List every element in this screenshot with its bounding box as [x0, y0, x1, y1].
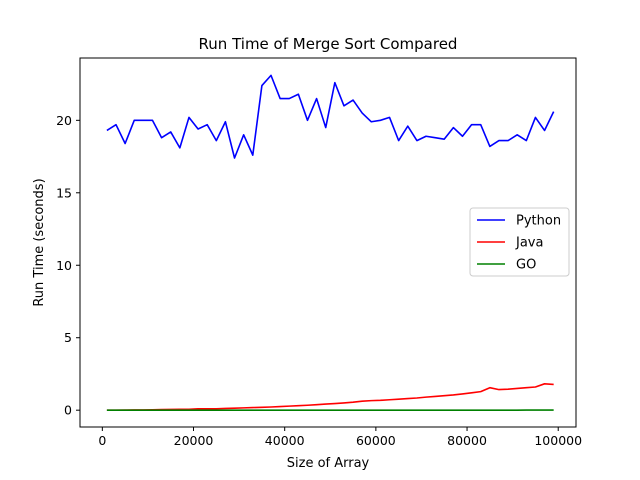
- y-tick-label: 15: [56, 185, 72, 200]
- x-tick-label: 60000: [356, 433, 396, 448]
- x-axis-label: Size of Array: [287, 456, 370, 471]
- y-tick-label: 0: [64, 403, 72, 418]
- series-line-java: [106, 383, 554, 411]
- y-tick-label: 10: [56, 258, 72, 273]
- legend-label-go: GO: [516, 258, 536, 273]
- y-tick-label: 20: [56, 113, 72, 128]
- series-line-python: [106, 74, 555, 159]
- x-tick-label: 80000: [447, 433, 487, 448]
- legend-label-python: Python: [516, 214, 561, 229]
- legend: Python Java GO: [469, 207, 570, 277]
- x-tick-label: 100000: [534, 433, 582, 448]
- x-axis: 0 20000 40000 60000 80000 100000: [98, 427, 582, 448]
- x-tick-label: 40000: [265, 433, 305, 448]
- y-tick-label: 5: [64, 330, 72, 345]
- y-axis: 0 5 10 15 20: [56, 113, 80, 418]
- x-tick-label: 0: [98, 433, 106, 448]
- x-tick-label: 20000: [174, 433, 214, 448]
- chart-title: Run Time of Merge Sort Compared: [199, 35, 458, 53]
- legend-box: [469, 207, 570, 277]
- legend-label-java: Java: [515, 236, 543, 251]
- plot-border: [79, 57, 577, 428]
- y-axis-label: Run Time (seconds): [32, 178, 47, 306]
- series-layer: [106, 74, 555, 411]
